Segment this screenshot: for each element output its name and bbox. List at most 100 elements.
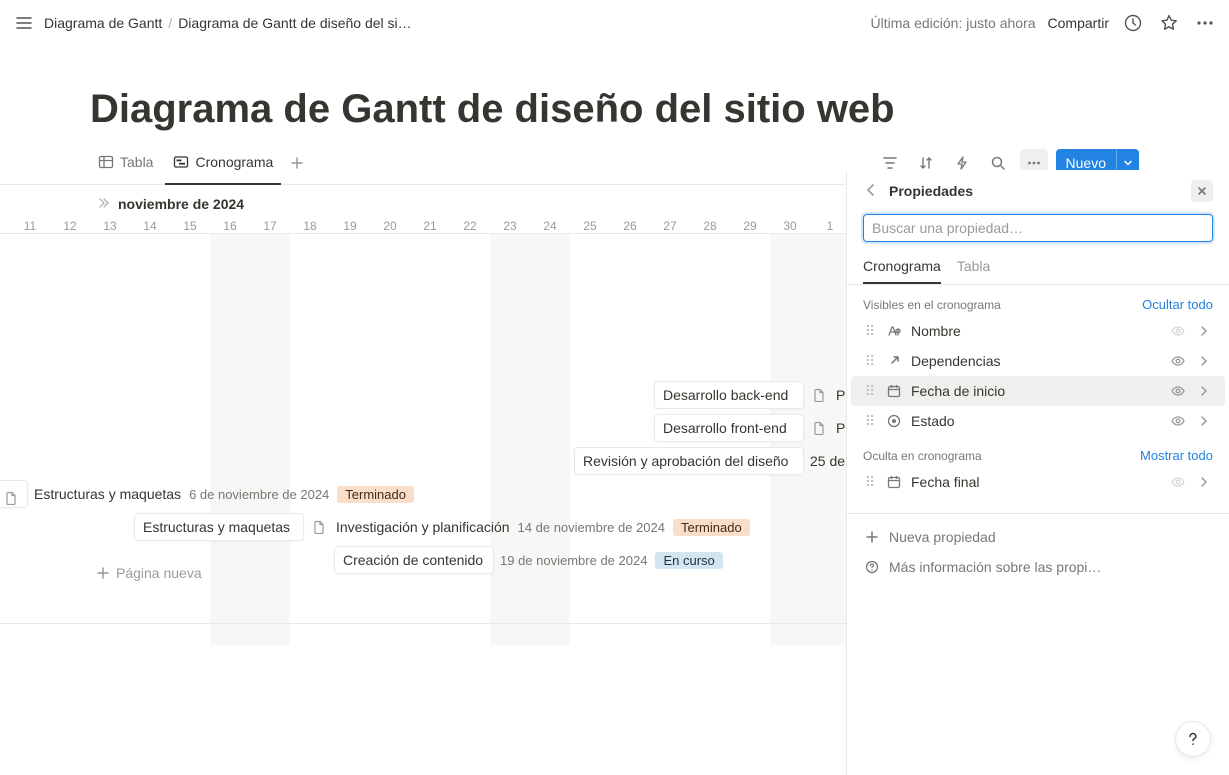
chevron-right-icon[interactable] — [1195, 385, 1213, 397]
visibility-icon[interactable] — [1169, 323, 1187, 339]
status-badge: En curso — [655, 552, 722, 569]
panel-tab-cronograma[interactable]: Cronograma — [863, 252, 941, 284]
chevron-right-icon[interactable] — [1195, 476, 1213, 488]
day-column: 20 — [370, 219, 410, 233]
topbar: Diagrama de Gantt / Diagrama de Gantt de… — [0, 0, 1229, 45]
day-column: 24 — [530, 219, 570, 233]
bar-date: 6 de noviembre de 2024 — [189, 487, 329, 502]
property-label: Fecha final — [911, 474, 1161, 490]
info-label: Más información sobre las propi… — [889, 559, 1213, 575]
back-icon[interactable] — [863, 182, 879, 201]
bar-date: 19 de noviembre de 2024 — [500, 553, 647, 568]
day-column: 23 — [490, 219, 530, 233]
info-link[interactable]: Más información sobre las propi… — [851, 552, 1225, 582]
tab-label: Cronograma — [195, 154, 273, 170]
panel-tab-tabla[interactable]: Tabla — [957, 252, 990, 284]
properties-panel: Propiedades Cronograma Tabla Visibles en… — [846, 170, 1229, 775]
property-type-icon — [885, 353, 903, 369]
help-fab[interactable] — [1175, 721, 1211, 757]
tab-cronograma[interactable]: Cronograma — [165, 141, 281, 185]
day-column: 15 — [170, 219, 210, 233]
section-label: Oculta en cronograma — [863, 449, 982, 463]
breadcrumb-item[interactable]: Diagrama de Gantt de diseño del si… — [178, 15, 411, 31]
topbar-right: Última edición: justo ahora Compartir — [871, 11, 1217, 35]
property-label: Dependencias — [911, 353, 1161, 369]
new-page-button[interactable]: Página nueva — [96, 565, 202, 581]
weekend-shade — [210, 234, 290, 645]
search-box[interactable] — [863, 214, 1213, 242]
gantt-bar[interactable]: Estructuras y maquetas — [134, 513, 304, 541]
new-property-label: Nueva propiedad — [889, 529, 1213, 545]
visibility-icon[interactable] — [1169, 383, 1187, 399]
panel-title: Propiedades — [889, 183, 973, 199]
drag-handle-icon[interactable]: ⠿ — [863, 474, 877, 491]
drag-handle-icon[interactable]: ⠿ — [863, 323, 877, 340]
month-label: noviembre de 2024 — [118, 196, 244, 212]
panel-header: Propiedades — [847, 170, 1229, 210]
close-icon[interactable] — [1191, 180, 1213, 202]
star-icon[interactable] — [1157, 11, 1181, 35]
gantt-bar-trail: Estructuras y maquetas 6 de noviembre de … — [34, 480, 414, 508]
visibility-icon[interactable] — [1169, 413, 1187, 429]
chevron-right-icon[interactable] — [1195, 355, 1213, 367]
visible-section-header: Visibles en el cronograma Ocultar todo — [847, 285, 1229, 316]
bar-title[interactable]: Estructuras y maquetas — [34, 486, 181, 502]
panel-bottom: Nueva propiedad Más información sobre la… — [847, 513, 1229, 582]
day-column: 11 — [10, 219, 50, 233]
page-icon — [810, 386, 828, 404]
property-label: Estado — [911, 413, 1161, 429]
clock-icon[interactable] — [1121, 11, 1145, 35]
property-row[interactable]: ⠿ Fecha de inicio — [851, 376, 1225, 406]
add-view-button[interactable] — [285, 151, 309, 175]
tab-tabla[interactable]: Tabla — [90, 141, 161, 185]
section-label: Visibles en el cronograma — [863, 298, 1001, 312]
visibility-icon[interactable] — [1169, 353, 1187, 369]
show-all-link[interactable]: Mostrar todo — [1140, 448, 1213, 463]
drag-handle-icon[interactable]: ⠿ — [863, 413, 877, 430]
day-column: 18 — [290, 219, 330, 233]
day-column: 14 — [130, 219, 170, 233]
status-badge: Terminado — [673, 519, 750, 536]
property-row[interactable]: ⠿Nombre — [851, 316, 1225, 346]
day-column: 21 — [410, 219, 450, 233]
property-row[interactable]: ⠿ Estado — [851, 406, 1225, 436]
property-row[interactable]: ⠿ Fecha final — [851, 467, 1225, 497]
gantt-bar[interactable]: Revisión y aprobación del diseño — [574, 447, 804, 475]
gantt-bar[interactable]: Desarrollo back-end — [654, 381, 804, 409]
bar-title[interactable]: Investigación y planificación — [336, 519, 510, 535]
chevron-right-icon[interactable] — [1195, 325, 1213, 337]
chevron-right-icon[interactable] — [1195, 415, 1213, 427]
property-row[interactable]: ⠿ Dependencias — [851, 346, 1225, 376]
weekend-shade — [490, 234, 570, 645]
day-column: 26 — [610, 219, 650, 233]
day-column: 30 — [770, 219, 810, 233]
status-badge: Terminado — [337, 486, 414, 503]
hide-all-link[interactable]: Ocultar todo — [1142, 297, 1213, 312]
search-input[interactable] — [872, 220, 1204, 236]
day-column: 28 — [690, 219, 730, 233]
menu-icon[interactable] — [12, 11, 36, 35]
collapse-icon[interactable] — [96, 196, 110, 213]
page-icon — [310, 518, 328, 536]
page-icon — [810, 419, 828, 437]
property-label: Fecha de inicio — [911, 383, 1161, 399]
breadcrumb-item[interactable]: Diagrama de Gantt — [44, 15, 162, 31]
gantt-bar[interactable]: Creación de contenido — [334, 546, 494, 574]
day-column: 29 — [730, 219, 770, 233]
property-type-icon — [885, 383, 903, 399]
drag-handle-icon[interactable]: ⠿ — [863, 383, 877, 400]
gantt-bar-trail: 19 de noviembre de 2024 En curso — [500, 546, 723, 574]
visibility-icon[interactable] — [1169, 474, 1187, 490]
panel-tabs: Cronograma Tabla — [847, 252, 1229, 285]
property-type-icon — [885, 474, 903, 490]
bar-date: 14 de noviembre de 2024 — [518, 520, 665, 535]
share-button[interactable]: Compartir — [1048, 15, 1109, 31]
drag-handle-icon[interactable]: ⠿ — [863, 353, 877, 370]
more-icon[interactable] — [1193, 11, 1217, 35]
page-icon — [2, 489, 20, 507]
new-button-label: Nuevo — [1056, 155, 1116, 171]
page-title[interactable]: Diagrama de Gantt de diseño del sitio we… — [0, 45, 1229, 141]
new-property-button[interactable]: Nueva propiedad — [851, 522, 1225, 552]
day-column: 16 — [210, 219, 250, 233]
gantt-bar[interactable]: Desarrollo front-end — [654, 414, 804, 442]
